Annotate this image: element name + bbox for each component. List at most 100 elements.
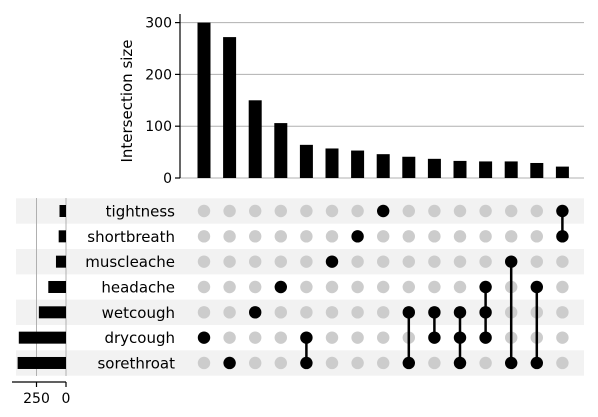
matrix-dot-inactive <box>325 306 339 319</box>
intersection-bar <box>376 154 390 178</box>
matrix-dot-inactive <box>479 255 492 268</box>
row-stripe <box>16 198 584 224</box>
matrix-dot-active <box>351 230 364 243</box>
matrix-dot-inactive <box>249 356 262 370</box>
matrix-dot-inactive <box>249 331 262 344</box>
matrix-dot-inactive <box>530 255 543 268</box>
matrix-dot-inactive <box>351 356 364 370</box>
matrix-dot-inactive <box>223 306 236 319</box>
intersection-bar <box>325 148 339 178</box>
intersection-bar <box>427 158 441 178</box>
matrix-dot-inactive <box>249 230 262 243</box>
intersection-bar <box>248 100 262 178</box>
y-tick-label: 300 <box>145 16 172 32</box>
matrix-dot-inactive <box>453 230 467 243</box>
matrix-dot-active <box>479 331 492 344</box>
matrix-dot-inactive <box>428 204 441 218</box>
intersection-bar <box>555 166 569 178</box>
matrix-dot-inactive <box>530 204 543 218</box>
matrix-dot-active <box>556 204 569 218</box>
set-label: muscleache <box>85 253 175 271</box>
matrix-dot-inactive <box>249 255 262 268</box>
matrix-dot-inactive <box>325 280 339 294</box>
matrix-dot-inactive <box>351 306 364 319</box>
matrix-dot-inactive <box>556 255 569 268</box>
matrix-dot-inactive <box>197 204 211 218</box>
matrix-dot-inactive <box>197 255 211 268</box>
matrix-dot-inactive <box>325 356 339 370</box>
matrix-dot-inactive <box>351 331 364 344</box>
matrix-dot-active <box>274 280 287 294</box>
matrix-dot-active <box>505 356 518 370</box>
matrix-dot-inactive <box>428 280 441 294</box>
matrix-dot-inactive <box>556 306 569 319</box>
matrix-dot-inactive <box>197 280 211 294</box>
matrix-dot-active <box>325 255 339 268</box>
set-label: tightness <box>106 203 176 221</box>
matrix-dot-inactive <box>377 356 390 370</box>
matrix-dot-inactive <box>377 230 390 243</box>
matrix-dot-inactive <box>300 306 313 319</box>
matrix-dot-inactive <box>274 255 287 268</box>
matrix-dot-inactive <box>428 230 441 243</box>
set-size-bars <box>17 205 66 369</box>
matrix-dot-inactive <box>377 280 390 294</box>
matrix-dot-inactive <box>402 230 415 243</box>
matrix-dot-inactive <box>453 204 467 218</box>
matrix-dot-active <box>479 280 492 294</box>
matrix-dot-inactive <box>351 255 364 268</box>
matrix-dot-inactive <box>300 204 313 218</box>
membership-matrix <box>197 204 569 370</box>
matrix-dot-active <box>453 356 467 370</box>
matrix-dot-inactive <box>197 356 211 370</box>
matrix-dot-active <box>377 204 390 218</box>
matrix-dot-inactive <box>556 356 569 370</box>
matrix-dot-inactive <box>274 356 287 370</box>
set-size-bar <box>17 356 66 369</box>
axes <box>12 14 181 387</box>
matrix-dot-inactive <box>300 255 313 268</box>
matrix-dot-inactive <box>556 331 569 344</box>
set-label: headache <box>101 278 175 296</box>
intersection-bar <box>479 161 493 178</box>
matrix-dot-inactive <box>530 230 543 243</box>
matrix-dot-active <box>530 280 543 294</box>
matrix-dot-inactive <box>223 255 236 268</box>
intersection-bars <box>197 22 569 178</box>
matrix-dot-active <box>479 306 492 319</box>
labels: 0 100 200 300 250 0 tightness shortbreath muscle… <box>23 16 175 407</box>
set-size-bar <box>58 230 66 243</box>
matrix-dot-inactive <box>223 280 236 294</box>
matrix-dot-active <box>402 356 415 370</box>
matrix-dot-inactive <box>377 331 390 344</box>
matrix-dot-inactive <box>453 255 467 268</box>
matrix-dot-active <box>300 331 313 344</box>
matrix-dot-inactive <box>402 255 415 268</box>
intersection-bar <box>274 123 288 178</box>
y-tick-label: 0 <box>163 171 172 187</box>
matrix-dot-inactive <box>223 230 236 243</box>
set-label: wetcough <box>102 304 175 322</box>
y-tick-label: 200 <box>145 67 172 83</box>
set-size-tick-label: 0 <box>62 391 71 407</box>
intersection-bar <box>197 22 211 178</box>
matrix-dot-active <box>556 230 569 243</box>
matrix-dot-inactive <box>325 331 339 344</box>
matrix-dot-inactive <box>556 280 569 294</box>
set-size-bar <box>59 205 66 217</box>
matrix-dot-inactive <box>274 331 287 344</box>
intersection-bar <box>402 156 416 178</box>
matrix-dot-inactive <box>351 204 364 218</box>
matrix-dot-inactive <box>223 204 236 218</box>
matrix-dot-active <box>453 331 467 344</box>
matrix-dot-inactive <box>274 306 287 319</box>
matrix-dot-inactive <box>479 204 492 218</box>
matrix-dot-active <box>428 306 441 319</box>
set-size-bar <box>55 255 66 268</box>
set-label: drycough <box>104 329 175 347</box>
matrix-dot-inactive <box>428 255 441 268</box>
matrix-dot-inactive <box>197 306 211 319</box>
intersection-bar <box>223 37 237 178</box>
matrix-dot-active <box>505 255 518 268</box>
matrix-dot-active <box>428 331 441 344</box>
